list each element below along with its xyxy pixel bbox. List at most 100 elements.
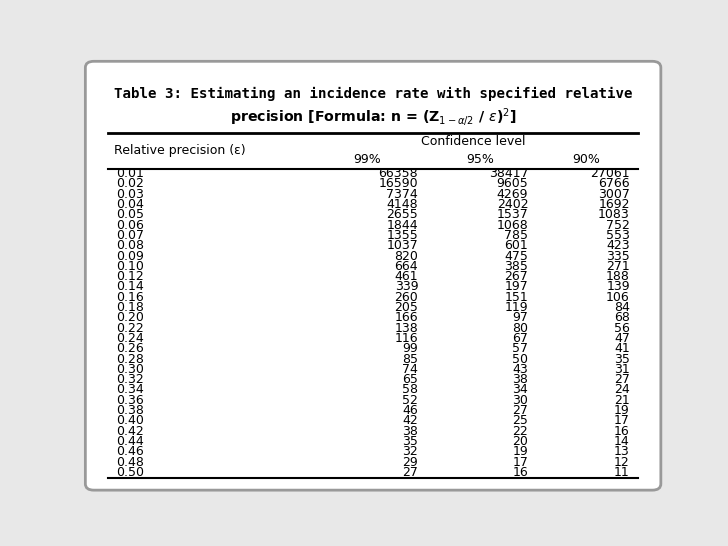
Text: 80: 80 [513,322,529,335]
Text: 188: 188 [606,270,630,283]
Text: 2655: 2655 [387,209,418,221]
Text: 0.07: 0.07 [116,229,144,242]
Text: 35: 35 [403,435,418,448]
Text: 90%: 90% [572,153,600,166]
Text: 339: 339 [395,281,418,294]
Text: 0.01: 0.01 [116,167,144,180]
Text: 0.38: 0.38 [116,404,144,417]
Text: 0.50: 0.50 [116,466,144,479]
Text: 22: 22 [513,425,529,438]
Text: 0.28: 0.28 [116,353,144,366]
Text: 99: 99 [403,342,418,355]
Text: 335: 335 [606,250,630,263]
Text: 785: 785 [505,229,529,242]
Text: 0.05: 0.05 [116,209,144,221]
Text: 31: 31 [614,363,630,376]
Text: 752: 752 [606,219,630,232]
Text: 1537: 1537 [496,209,529,221]
Text: 820: 820 [395,250,418,263]
Text: 41: 41 [614,342,630,355]
Text: 1083: 1083 [598,209,630,221]
Text: 32: 32 [403,446,418,458]
Text: 385: 385 [505,260,529,273]
Text: 30: 30 [513,394,529,407]
Text: 4148: 4148 [387,198,418,211]
Text: 475: 475 [505,250,529,263]
Text: 16590: 16590 [379,177,418,191]
Text: 1037: 1037 [387,239,418,252]
Text: 205: 205 [395,301,418,314]
Text: 25: 25 [513,414,529,428]
Text: 0.44: 0.44 [116,435,144,448]
Text: 0.30: 0.30 [116,363,144,376]
Text: 260: 260 [395,291,418,304]
Text: 166: 166 [395,311,418,324]
Text: Confidence level: Confidence level [421,135,526,148]
Text: 0.09: 0.09 [116,250,144,263]
Text: 95%: 95% [467,153,494,166]
Text: 106: 106 [606,291,630,304]
Text: 35: 35 [614,353,630,366]
Text: 68: 68 [614,311,630,324]
Text: 0.22: 0.22 [116,322,144,335]
Text: 17: 17 [614,414,630,428]
Text: 38: 38 [513,373,529,386]
Text: 47: 47 [614,332,630,345]
Text: 19: 19 [513,446,529,458]
Text: 9605: 9605 [496,177,529,191]
Text: 46: 46 [403,404,418,417]
Text: 0.14: 0.14 [116,281,144,294]
Text: 0.12: 0.12 [116,270,144,283]
Text: 553: 553 [606,229,630,242]
Text: 16: 16 [614,425,630,438]
Text: 84: 84 [614,301,630,314]
Text: 1844: 1844 [387,219,418,232]
Text: 1068: 1068 [496,219,529,232]
Text: 0.20: 0.20 [116,311,144,324]
Text: 19: 19 [614,404,630,417]
Text: 11: 11 [614,466,630,479]
Text: 4269: 4269 [496,188,529,201]
Text: 50: 50 [513,353,529,366]
Text: 151: 151 [505,291,529,304]
Text: 271: 271 [606,260,630,273]
Text: 664: 664 [395,260,418,273]
Text: 139: 139 [606,281,630,294]
Text: 423: 423 [606,239,630,252]
Text: 0.40: 0.40 [116,414,144,428]
Text: 52: 52 [403,394,418,407]
Text: 66358: 66358 [379,167,418,180]
Text: 14: 14 [614,435,630,448]
Text: Table 3: Estimating an incidence rate with specified relative: Table 3: Estimating an incidence rate wi… [114,86,633,100]
Text: 7374: 7374 [387,188,418,201]
Text: 0.24: 0.24 [116,332,144,345]
Text: 0.26: 0.26 [116,342,144,355]
Text: 0.48: 0.48 [116,455,144,468]
Text: 119: 119 [505,301,529,314]
Text: 27061: 27061 [590,167,630,180]
Text: 0.10: 0.10 [116,260,144,273]
Text: 27: 27 [513,404,529,417]
Text: 6766: 6766 [598,177,630,191]
Text: 27: 27 [614,373,630,386]
Text: 13: 13 [614,446,630,458]
Text: 17: 17 [513,455,529,468]
Text: 116: 116 [395,332,418,345]
Text: 43: 43 [513,363,529,376]
FancyBboxPatch shape [85,61,661,490]
Text: 20: 20 [513,435,529,448]
Text: 0.34: 0.34 [116,383,144,396]
Text: 34: 34 [513,383,529,396]
Text: 29: 29 [403,455,418,468]
Text: 74: 74 [403,363,418,376]
Text: 58: 58 [403,383,418,396]
Text: 3007: 3007 [598,188,630,201]
Text: 1692: 1692 [598,198,630,211]
Text: 38417: 38417 [488,167,529,180]
Text: 24: 24 [614,383,630,396]
Text: 99%: 99% [354,153,381,166]
Text: 27: 27 [403,466,418,479]
Text: 0.32: 0.32 [116,373,144,386]
Text: 56: 56 [614,322,630,335]
Text: 138: 138 [395,322,418,335]
